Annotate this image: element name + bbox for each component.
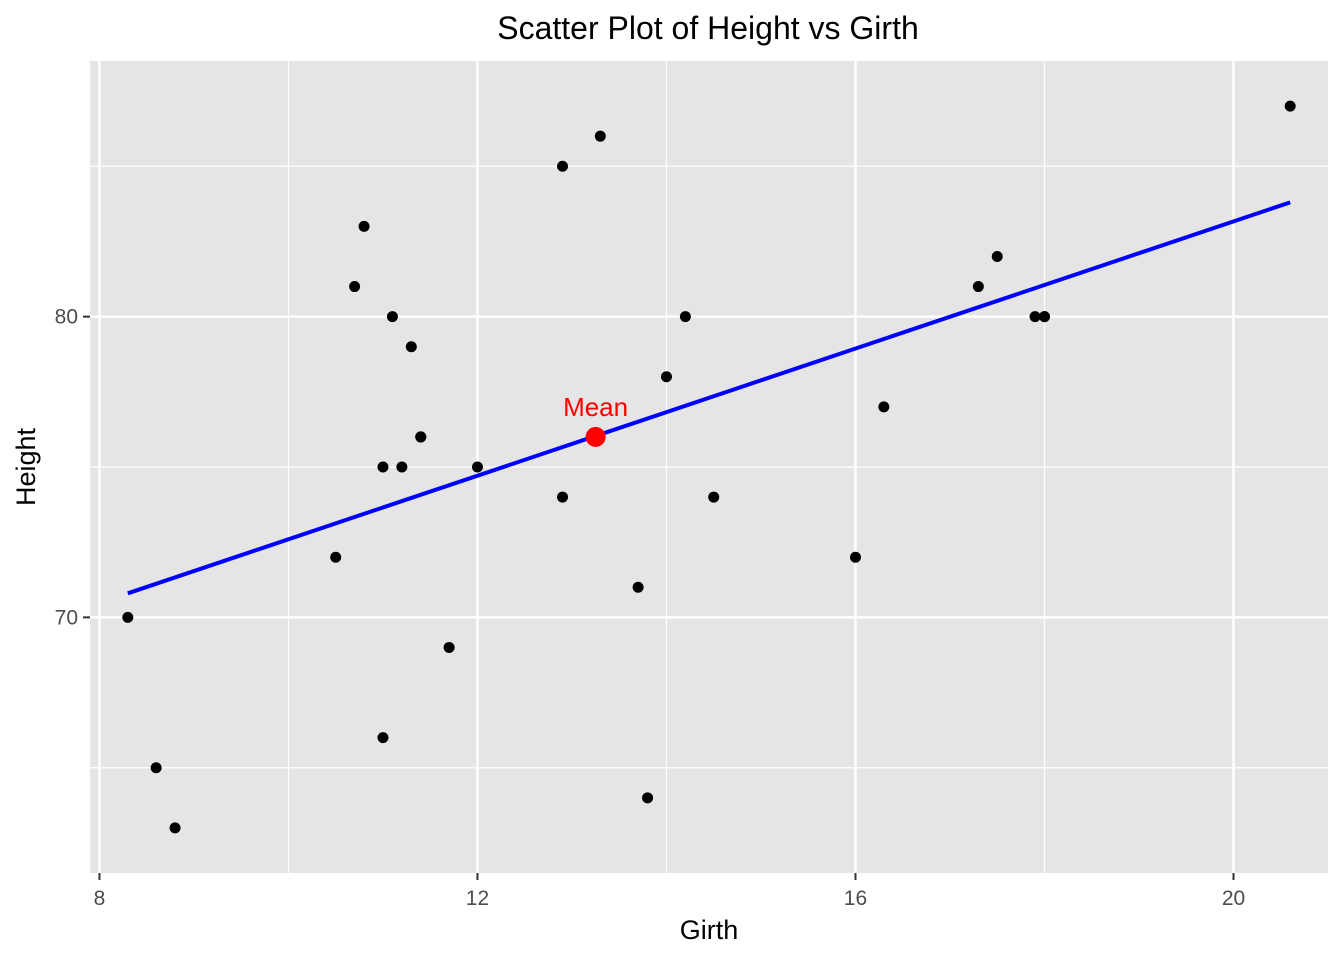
data-point: [405, 341, 417, 353]
data-point: [557, 491, 569, 503]
data-point: [849, 551, 861, 563]
data-point: [396, 461, 408, 473]
mean-point: [585, 426, 606, 447]
data-point: [386, 311, 398, 323]
data-point: [557, 160, 569, 172]
x-tick-label: 20: [1222, 887, 1245, 910]
data-point: [660, 371, 672, 383]
regression-line: [127, 200, 1291, 596]
data-point: [1029, 311, 1041, 323]
data-point: [377, 461, 389, 473]
data-point: [415, 431, 427, 443]
x-tick-label: 12: [466, 887, 489, 910]
mean-annotation-group: Mean: [563, 392, 628, 447]
axis-ticks: [83, 315, 1235, 880]
data-point: [358, 220, 370, 232]
regression-line-group: [127, 200, 1291, 596]
data-point: [1284, 100, 1296, 112]
data-point: [878, 401, 890, 413]
x-axis-title: Girth: [680, 915, 739, 945]
mean-label: Mean: [563, 392, 628, 422]
data-point: [991, 250, 1003, 262]
data-point: [642, 792, 654, 804]
data-point: [679, 311, 691, 323]
data-point: [377, 732, 389, 744]
data-point: [972, 281, 984, 293]
chart-title: Scatter Plot of Height vs Girth: [497, 10, 919, 46]
data-point: [150, 762, 162, 774]
x-tick-label: 16: [844, 887, 867, 910]
data-point: [708, 491, 720, 503]
data-point: [443, 641, 455, 653]
data-point: [594, 130, 606, 142]
y-tick-label: 70: [55, 606, 78, 629]
major-gridlines: [90, 61, 1328, 873]
data-points: [122, 100, 1296, 834]
data-point: [1038, 311, 1050, 323]
x-tick-label: 8: [94, 887, 106, 910]
data-point: [330, 551, 342, 563]
data-point: [471, 461, 483, 473]
y-tick-label: 80: [55, 306, 78, 329]
data-point: [169, 822, 181, 834]
data-point: [632, 581, 644, 593]
minor-gridlines: [90, 61, 1328, 873]
data-point: [122, 611, 134, 623]
tick-labels: 8 12 16 20 70 80: [55, 306, 1246, 910]
data-point: [349, 281, 361, 293]
y-axis-title: Height: [11, 427, 41, 506]
